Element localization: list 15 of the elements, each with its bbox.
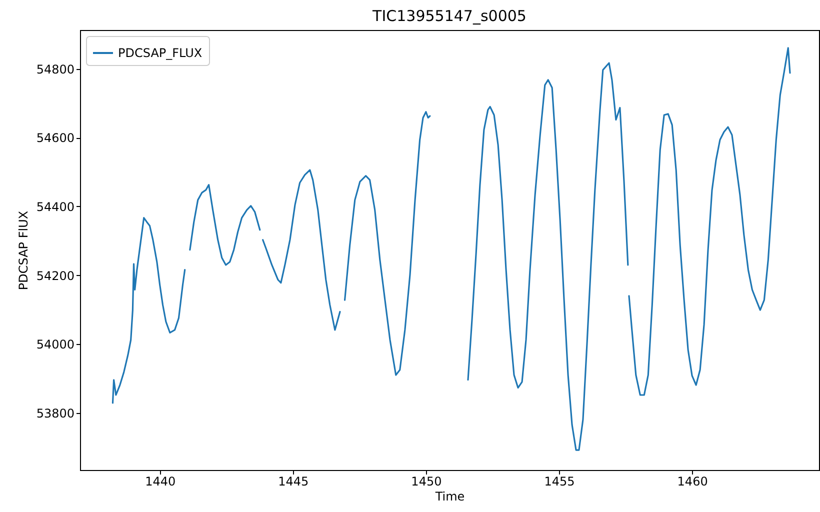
chart-title: TIC13955147_s0005 (372, 7, 526, 25)
y-axis-title: PDCSAP FlUX (16, 210, 30, 290)
y-tick-label: 54400 (36, 200, 74, 214)
y-tick-label: 54000 (36, 338, 74, 352)
legend-label: PDCSAP_FLUX (118, 46, 202, 60)
y-tick-label: 54600 (36, 131, 74, 146)
x-tick-label: 1450 (411, 474, 442, 488)
x-tick-label: 1455 (544, 474, 575, 488)
y-tick-label: 54200 (36, 268, 74, 283)
y-tick-label: 53800 (36, 406, 74, 420)
x-tick-label: 1445 (278, 474, 309, 488)
x-tick-label: 1460 (677, 474, 708, 488)
x-axis-title: Time (434, 490, 465, 504)
y-tick-label: 54800 (36, 62, 74, 76)
x-tick-label: 1440 (145, 474, 176, 488)
